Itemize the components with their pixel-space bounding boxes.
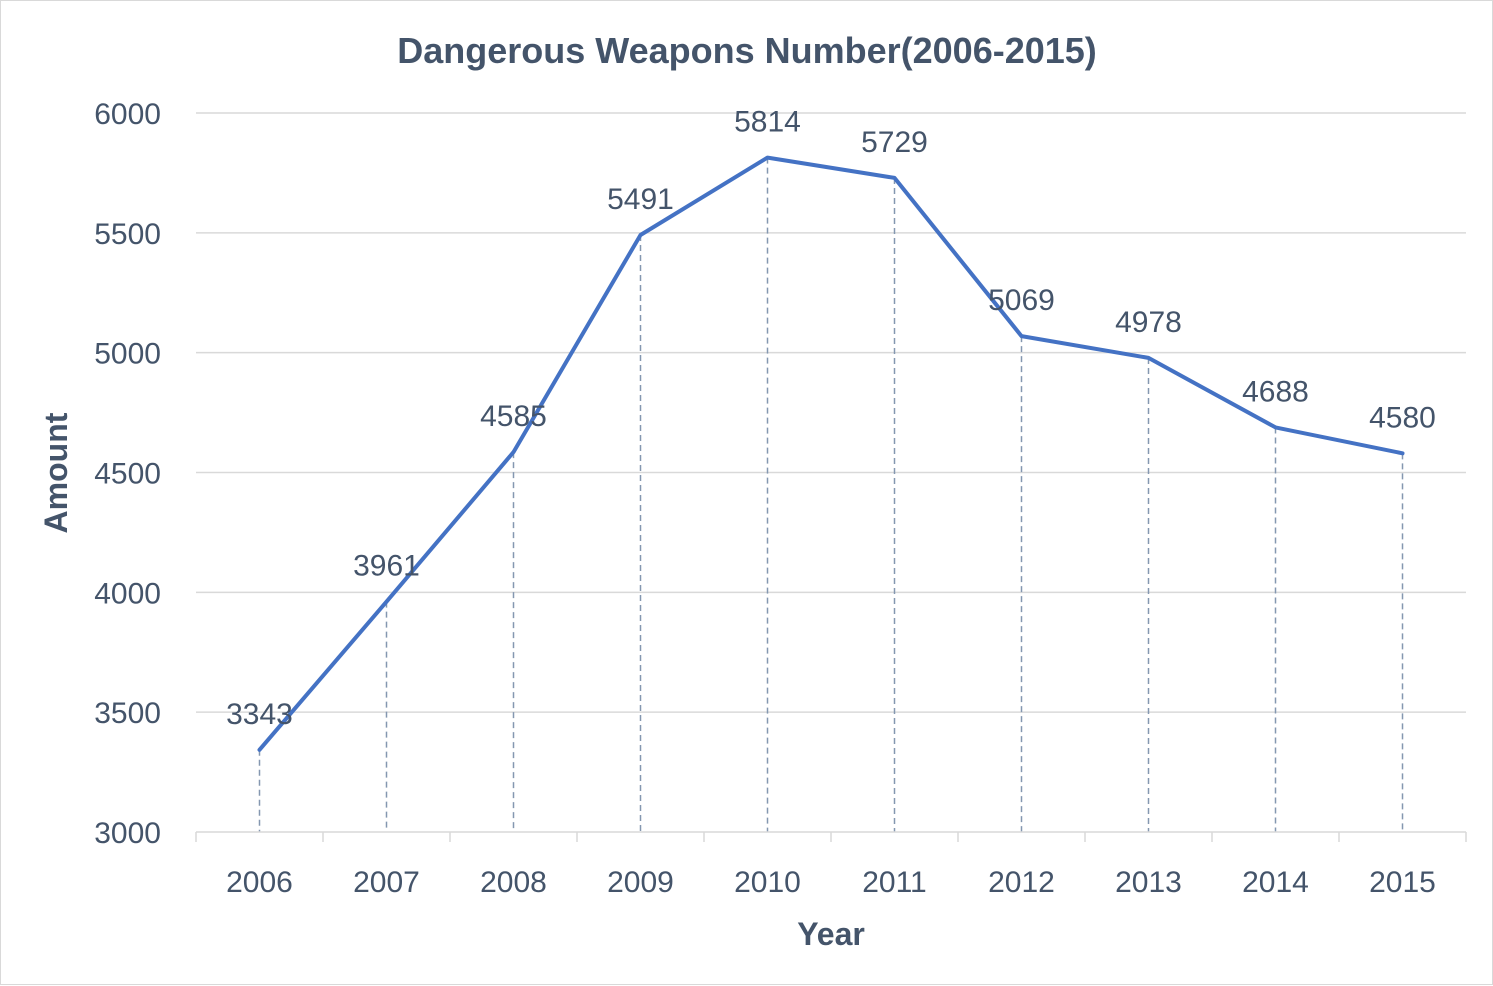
- x-tick-label: 2011: [862, 866, 927, 899]
- data-label: 4580: [1369, 401, 1436, 434]
- data-label: 4688: [1242, 375, 1309, 408]
- x-tick-label: 2014: [1242, 866, 1309, 899]
- x-axis: [195, 831, 1467, 842]
- y-tick-label: 5000: [94, 338, 161, 371]
- x-tick-label: 2007: [353, 866, 420, 899]
- data-label: 4978: [1115, 306, 1182, 339]
- x-tick-label: 2012: [988, 866, 1055, 899]
- x-tick-label: 2013: [1115, 866, 1182, 899]
- x-tick-label: 2015: [1369, 866, 1436, 899]
- y-tick-label: 3500: [94, 697, 161, 730]
- series-line: [257, 155, 1405, 752]
- data-label: 3961: [353, 550, 420, 583]
- x-tick-label: 2008: [480, 866, 547, 899]
- y-tick-label: 5500: [94, 218, 161, 251]
- y-tick-label: 4500: [94, 458, 161, 491]
- y-tick-label: 4000: [94, 577, 161, 610]
- y-axis-title: Amount: [38, 412, 74, 533]
- series: [257, 155, 1405, 752]
- data-label: 4585: [480, 400, 547, 433]
- x-tick-label: 2010: [734, 866, 801, 899]
- data-labels: 3343 3961 4585 5491 5814 5729 5069 4978 4688 4580: [226, 106, 1436, 731]
- data-label: 5729: [861, 126, 928, 159]
- x-axis-ticks: 2006 2007 2008 2009 2010 2011 2012 2013 2014 2015: [226, 866, 1436, 899]
- y-axis-ticks: 3000 3500 4000 4500 5000 5500 6000: [94, 98, 161, 850]
- x-tick-label: 2009: [607, 866, 674, 899]
- chart-title: Dangerous Weapons Number(2006-2015): [397, 30, 1097, 71]
- y-tick-label: 3000: [94, 817, 161, 850]
- x-tick-label: 2006: [226, 866, 293, 899]
- data-label: 3343: [226, 698, 293, 731]
- data-label: 5814: [734, 106, 801, 139]
- gridlines: [196, 112, 1466, 713]
- data-label: 5069: [988, 284, 1055, 317]
- drop-lines: [258, 157, 1404, 832]
- y-tick-label: 6000: [94, 98, 161, 131]
- x-axis-title: Year: [797, 916, 865, 952]
- data-label: 5491: [607, 183, 674, 216]
